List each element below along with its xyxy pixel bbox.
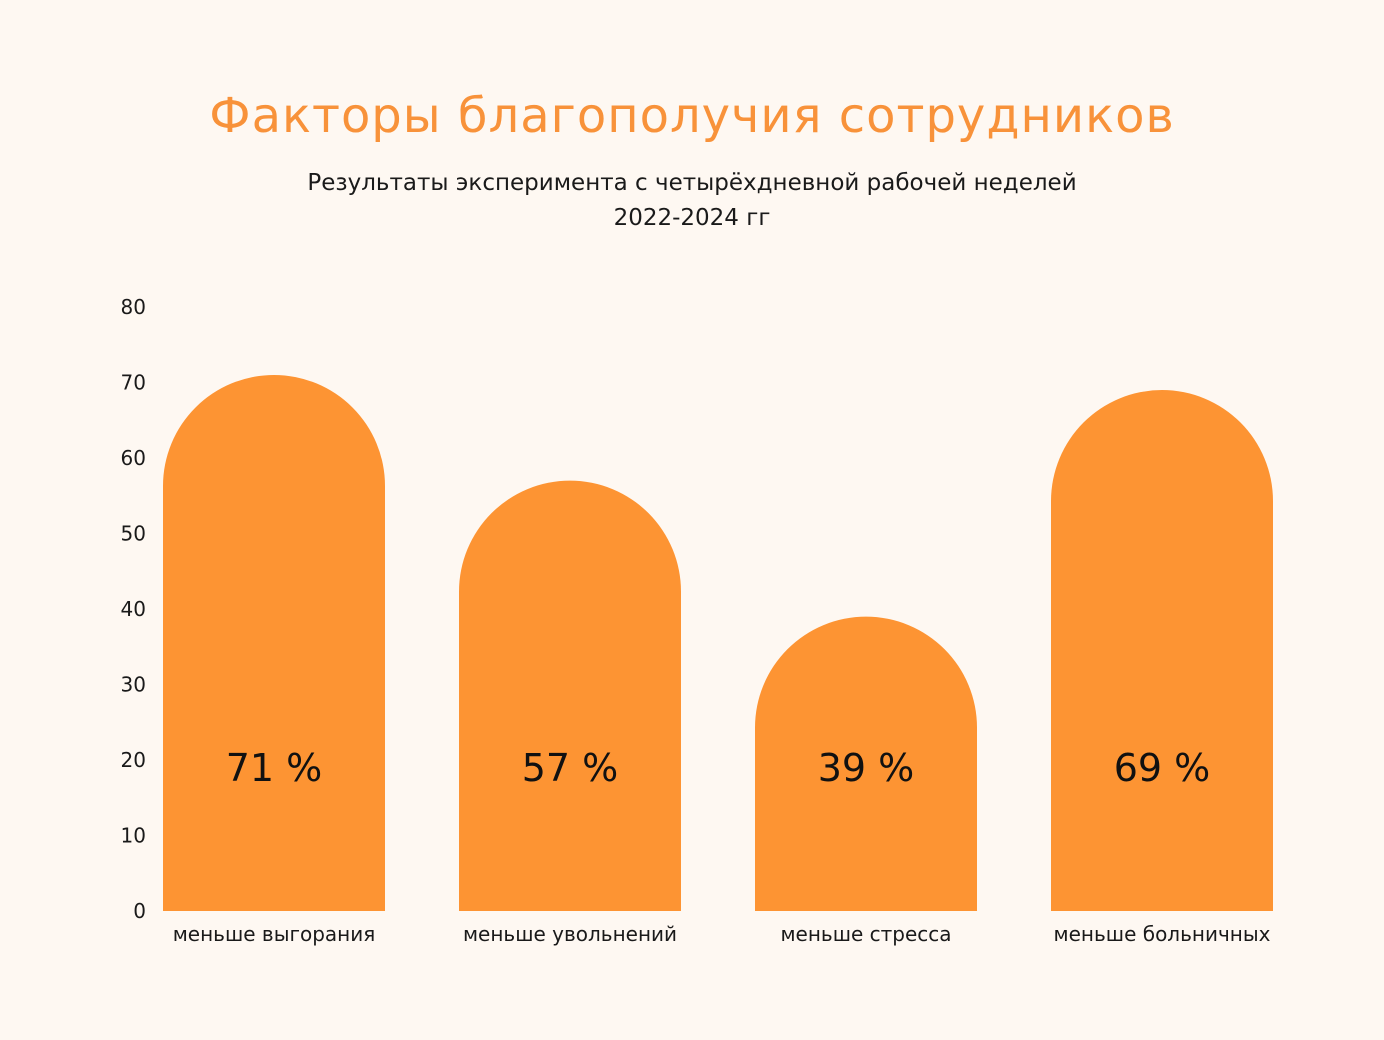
chart-subtitle-years: 2022-2024 гг — [613, 205, 771, 231]
bar — [459, 480, 681, 911]
y-tick-label: 80 — [121, 295, 146, 319]
x-tick-label: меньше больничных — [1054, 922, 1271, 946]
data-label: 39 % — [818, 746, 915, 790]
y-tick-label: 0 — [133, 899, 146, 923]
y-tick-label: 30 — [121, 673, 146, 697]
chart-subtitle: Результаты эксперимента с четырёхдневной… — [307, 170, 1077, 196]
data-label: 57 % — [522, 746, 619, 790]
y-tick-label: 10 — [121, 824, 146, 848]
y-tick-label: 40 — [121, 597, 146, 621]
x-tick-label: меньше выгорания — [173, 922, 376, 946]
bar — [755, 616, 977, 911]
bar — [163, 374, 385, 911]
x-tick-label: меньше стресса — [780, 922, 951, 946]
chart-title: Факторы благополучия сотрудников — [209, 88, 1175, 144]
data-label: 71 % — [226, 746, 323, 790]
bar — [1051, 390, 1273, 911]
x-tick-label: меньше увольнений — [463, 922, 677, 946]
y-tick-label: 70 — [121, 371, 146, 395]
y-tick-label: 60 — [121, 446, 146, 470]
y-tick-label: 50 — [121, 522, 146, 546]
data-label: 69 % — [1114, 746, 1211, 790]
y-tick-label: 20 — [121, 748, 146, 772]
